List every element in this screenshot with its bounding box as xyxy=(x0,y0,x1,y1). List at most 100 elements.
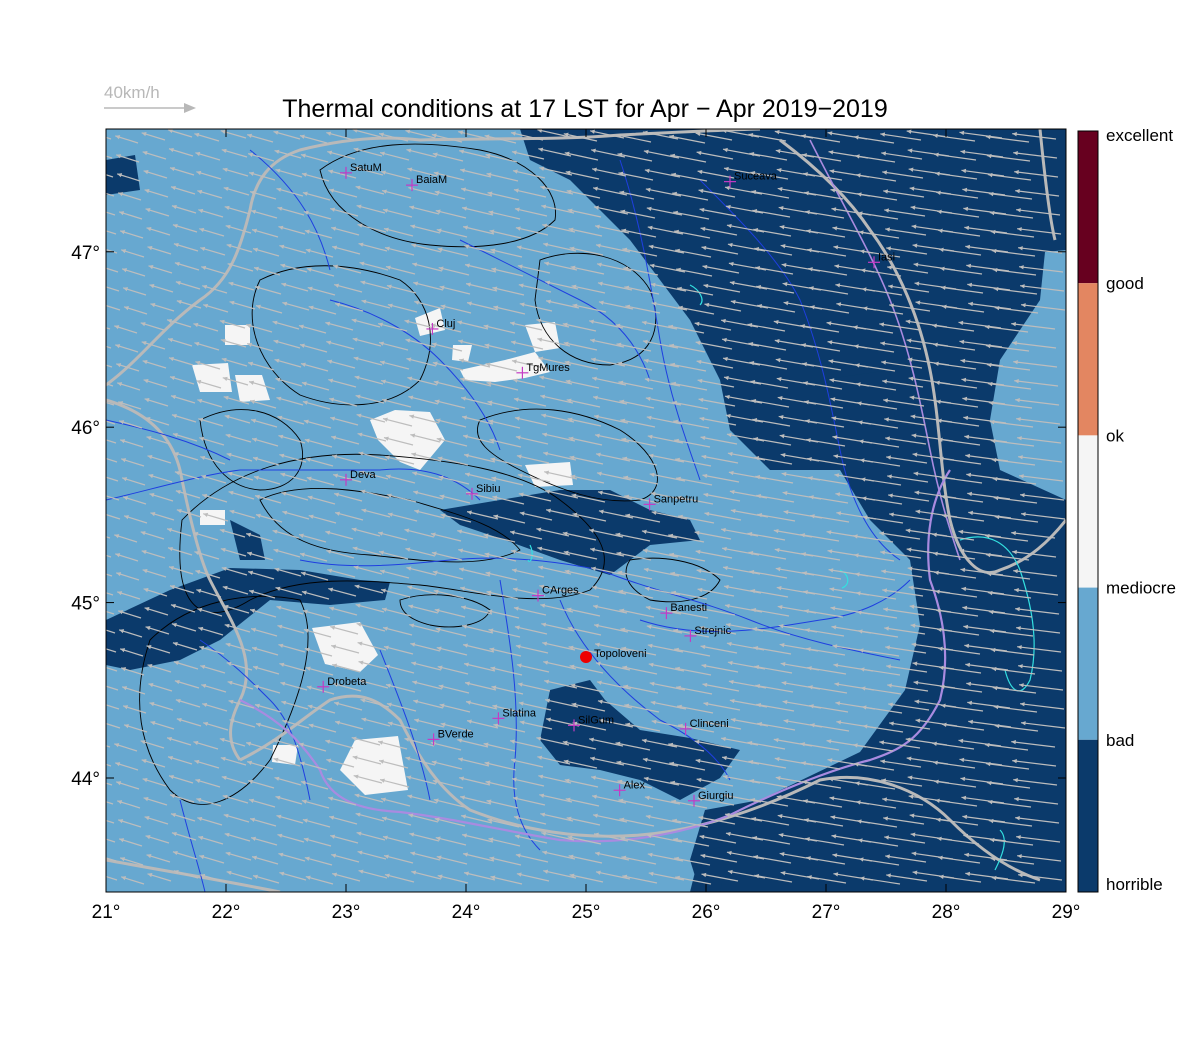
wind-arrow xyxy=(275,795,303,805)
wind-arrow xyxy=(439,285,471,295)
wind-arrow xyxy=(303,837,332,847)
wind-arrow xyxy=(195,569,221,579)
wind-arrow xyxy=(361,299,391,309)
wind-arrow xyxy=(332,663,361,673)
wind-arrow xyxy=(379,569,410,579)
city-label: Giurgiu xyxy=(698,790,733,802)
y-tick-label: 44° xyxy=(71,769,100,790)
wind-arrow xyxy=(248,798,276,808)
wind-arrow xyxy=(543,242,577,252)
wind-arrow xyxy=(511,777,545,787)
wind-arrow xyxy=(675,476,713,486)
x-tick-label: 22° xyxy=(212,902,241,923)
wind-arrow xyxy=(888,493,930,502)
wind-arrow xyxy=(458,757,490,767)
wind-arrow xyxy=(800,742,840,751)
wind-arrow xyxy=(255,722,283,732)
wind-arrows xyxy=(106,129,1066,885)
x-tick-label: 28° xyxy=(932,902,961,923)
wind-arrow xyxy=(858,648,900,657)
wind-arrow xyxy=(542,641,576,651)
wind-arrow xyxy=(282,301,310,311)
wind-arrow xyxy=(106,782,113,786)
wind-arrow xyxy=(408,604,439,614)
wind-arrow xyxy=(615,532,651,542)
wind-arrow xyxy=(571,493,606,503)
wind-arrow xyxy=(273,339,301,349)
wind-arrow xyxy=(461,415,494,425)
wind-arrow xyxy=(677,514,715,524)
wind-arrow xyxy=(938,665,982,674)
wind-arrow xyxy=(675,248,712,258)
wind-arrow xyxy=(147,246,172,255)
wind-arrow xyxy=(514,834,548,844)
wind-arrow xyxy=(226,870,253,880)
horrible-region-8 xyxy=(690,845,730,892)
wind-arrow xyxy=(517,682,551,692)
wind-arrow xyxy=(357,223,387,233)
wind-arrow xyxy=(563,550,598,560)
wind-arrow xyxy=(936,418,980,427)
wind-arrow xyxy=(405,338,436,348)
wind-arrow xyxy=(489,438,522,448)
wind-arrow xyxy=(298,533,327,543)
wind-arrow xyxy=(436,855,468,865)
wind-arrow xyxy=(1019,284,1065,292)
wind-arrow xyxy=(114,534,138,543)
wind-arrow xyxy=(328,378,357,388)
wind-arrow xyxy=(985,761,1030,770)
wind-arrow xyxy=(385,265,416,275)
wind-arrow xyxy=(595,243,631,253)
wind-arrow xyxy=(106,838,116,843)
wind-arrow xyxy=(143,797,168,806)
wind-arrow xyxy=(407,794,438,804)
lake-outline-3 xyxy=(527,544,533,562)
colorbar-segment-horrible xyxy=(1078,739,1098,892)
wind-arrow xyxy=(140,322,165,331)
contour-line-10 xyxy=(399,594,491,628)
wind-arrow xyxy=(459,567,491,577)
wind-arrow xyxy=(438,684,470,694)
city-sanpetru: Sanpetru xyxy=(643,493,698,511)
wind-arrow xyxy=(169,375,195,385)
wind-arrow xyxy=(463,244,496,254)
wind-arrow xyxy=(253,266,281,276)
wind-arrow xyxy=(880,341,922,350)
wind-arrow xyxy=(1011,740,1056,748)
wind-arrow xyxy=(193,531,219,541)
wind-arrow xyxy=(595,452,631,462)
wind-arrow xyxy=(590,148,626,158)
wind-arrow xyxy=(305,875,334,885)
wind-arrow xyxy=(301,590,330,600)
wind-arrow xyxy=(355,185,385,195)
wind-arrow xyxy=(483,533,516,543)
wind-arrow xyxy=(962,187,1006,196)
wind-arrow xyxy=(461,187,493,197)
wind-arrow xyxy=(540,812,574,822)
wind-arrow xyxy=(142,360,167,369)
wind-arrow xyxy=(518,492,552,502)
wind-arrow xyxy=(106,554,112,558)
wind-arrow xyxy=(490,248,523,258)
wind-arrow xyxy=(989,837,1034,846)
wind-arrow xyxy=(354,375,384,385)
wind-arrow xyxy=(122,287,147,296)
wind-arrow xyxy=(934,380,978,389)
mediocre-region-1 xyxy=(312,622,378,672)
wind-arrow xyxy=(144,607,169,616)
wind-arrow xyxy=(617,361,653,371)
wind-arrow xyxy=(360,489,390,499)
wind-arrow xyxy=(406,148,437,158)
wind-arrow xyxy=(117,591,141,600)
wind-arrow xyxy=(990,438,1035,447)
wind-arrow xyxy=(880,550,922,559)
wind-arrow xyxy=(721,755,760,765)
wind-arrow xyxy=(624,285,660,295)
wind-arrow xyxy=(698,606,736,616)
wind-arrow xyxy=(702,473,740,483)
wind-arrow xyxy=(754,664,793,674)
wind-arrow xyxy=(380,170,411,180)
wind-arrow xyxy=(247,760,274,770)
wind-arrow xyxy=(1020,303,1066,311)
wind-arrow xyxy=(330,207,359,217)
